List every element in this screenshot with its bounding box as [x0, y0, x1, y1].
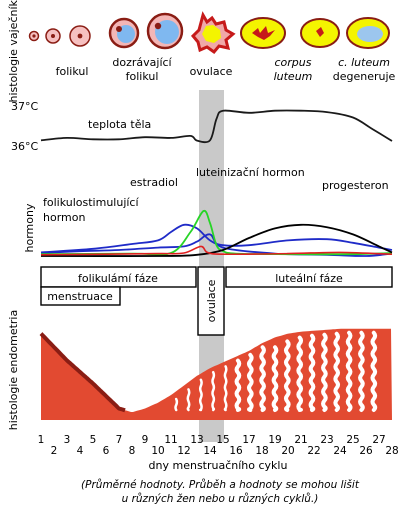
axis-tick-label: 11 — [164, 434, 177, 446]
axis-tick-label: 21 — [294, 434, 307, 446]
axis-ticks-even: 2 4 6 8 10 12 14 16 18 20 22 24 26 28 — [51, 445, 399, 457]
footnote-line-1: (Průměrné hodnoty. Průběh a hodnoty se m… — [81, 479, 360, 491]
temp-high-label: 37°C — [11, 100, 38, 113]
axis-tick-label: 8 — [129, 445, 136, 457]
axis-tick-label: 17 — [242, 434, 255, 446]
axis-tick-label: 2 — [51, 445, 58, 457]
endometrial-gland — [247, 352, 254, 412]
axis-tick-label: 18 — [255, 445, 268, 457]
axis-tick-label: 1 — [38, 434, 45, 446]
endometrial-gland — [358, 330, 365, 412]
axis-tick-label: 16 — [229, 445, 243, 457]
endometrial-gland — [198, 378, 203, 412]
endometrial-gland — [271, 345, 279, 412]
luteal-phase-bar — [225, 266, 393, 288]
axis-ticks-odd: 1 3 5 7 9 11 13 15 17 19 21 23 25 27 — [38, 434, 386, 446]
ovulation-follicle-icon — [190, 11, 236, 55]
ovulation-vertical-text: ovulace — [205, 279, 218, 322]
axis-tick-label: 26 — [359, 445, 373, 457]
endometrial-gland — [234, 358, 242, 412]
stage-label-corpus-1: corpus — [275, 56, 312, 69]
menstruation-bar — [40, 286, 121, 306]
axis-tick-label: 13 — [190, 434, 203, 446]
lh-series-line — [40, 209, 393, 256]
hormones-axis-label: hormony — [23, 203, 36, 252]
axis-tick-label: 7 — [116, 434, 123, 446]
hormone-lines — [40, 209, 393, 257]
stage-label-maturing-2: folikul — [126, 70, 159, 83]
endometrium-layer — [41, 328, 392, 420]
corpus-luteum-icon — [240, 17, 340, 49]
ovary-histology-text: histologie vaječníku — [7, 0, 20, 103]
axis-tick-label: 4 — [77, 445, 84, 457]
axis-tick-label: 3 — [64, 434, 71, 446]
progesterone-label: progesteron — [322, 179, 389, 192]
ovary-histology-label: histologie vaječníku — [7, 0, 20, 103]
progesterone-series-line — [40, 223, 393, 257]
endometrial-gland — [174, 397, 179, 412]
ovulation-box — [197, 266, 225, 336]
follicular-phase-label: folikulámí fáze — [78, 272, 158, 285]
axis-tick-label: 10 — [151, 445, 164, 457]
axis-tick-label: 6 — [103, 445, 110, 457]
corpus-luteum-degenerating-icon — [346, 17, 390, 49]
endometrial-gland — [223, 365, 228, 412]
axis-tick-label: 23 — [320, 434, 333, 446]
axis-tick-label: 27 — [372, 434, 385, 446]
luteal-phase-label: luteální fáze — [275, 272, 343, 285]
axis-tick-label: 19 — [268, 434, 281, 446]
estradiol-label: estradiol — [130, 176, 178, 189]
axis-tick-label: 12 — [177, 445, 190, 457]
axis-tick-label: 20 — [281, 445, 294, 457]
temp-curve-label: teplota těla — [88, 118, 151, 131]
stage-label-follicle: folikul — [56, 65, 89, 78]
estradiol-series-line — [40, 223, 393, 254]
fsh-label-2: hormon — [43, 211, 85, 224]
menstruation-label: menstruace — [47, 290, 113, 303]
axis-tick-label: 25 — [346, 434, 359, 446]
axis-caption: dny menstruačního cyklu — [149, 459, 288, 472]
endometrium-tissue — [39, 328, 392, 420]
follicle-small-icon — [28, 25, 91, 47]
baseline-trace-line — [40, 245, 393, 256]
endometrium-histology-label: histologie endometria — [7, 310, 20, 430]
menstrual-shedding-edge — [39, 332, 126, 413]
axis-tick-label: 9 — [142, 434, 149, 446]
lh-label: luteinizační hormon — [196, 166, 305, 179]
axis-tick-label: 24 — [333, 445, 347, 457]
endometrial-gland — [284, 339, 291, 412]
axis-tick-label: 5 — [90, 434, 97, 446]
endometrial-gland — [296, 335, 303, 412]
axis-tick-label: 15 — [216, 434, 229, 446]
endometrial-gland — [333, 331, 340, 412]
axis-tick-label: 22 — [307, 445, 320, 457]
ovulation-vertical-label: ovulace — [205, 279, 218, 322]
endometrial-gland — [259, 345, 266, 412]
hormones-axis-text: hormony — [23, 203, 36, 252]
endometrial-gland — [308, 333, 316, 412]
endometrial-gland — [345, 330, 353, 412]
footnote-line-2: u různých žen nebo u různých cyklů.) — [122, 493, 319, 505]
stage-label-maturing-1: dozrávající — [112, 56, 172, 69]
fsh-label-1: folikulostimulující — [43, 196, 139, 209]
endometrial-gland — [186, 388, 191, 412]
endometrium-histology-text: histologie endometria — [7, 310, 20, 430]
stage-label-degen-2: degeneruje — [333, 70, 396, 83]
axis-tick-label: 14 — [203, 445, 217, 457]
temp-low-label: 36°C — [11, 140, 38, 153]
endometrial-gland — [321, 332, 328, 412]
temperature-curve — [40, 109, 393, 144]
axis-tick-label: 28 — [385, 445, 398, 457]
stage-label-ovulation: ovulace — [190, 65, 233, 78]
follicle-maturing-icon — [108, 12, 184, 50]
follicle-icons — [28, 11, 390, 55]
stage-label-corpus-2: luteum — [274, 70, 313, 83]
endometrial-gland — [370, 330, 378, 412]
follicle-stage-labels: folikul dozrávající folikul ovulace corp… — [56, 56, 396, 83]
endometrial-gland — [211, 370, 216, 412]
stage-label-degen-1: c. luteum — [338, 56, 390, 69]
